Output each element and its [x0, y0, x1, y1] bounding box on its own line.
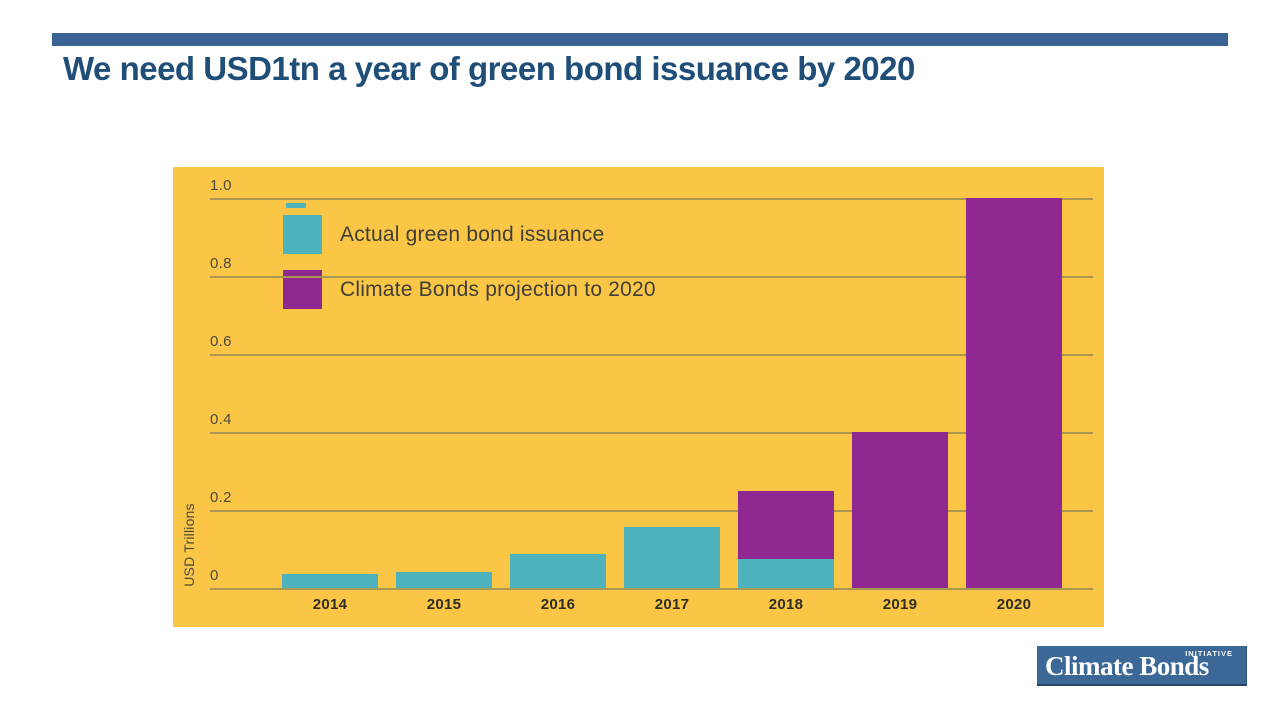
- legend: Actual green bond issuance Climate Bonds …: [283, 215, 656, 309]
- y-tick-label: 0.8: [210, 255, 232, 272]
- gridline: [210, 354, 1093, 356]
- legend-swatch: [283, 215, 322, 254]
- plot-area: USD Trillions Actual green bond issuance…: [173, 167, 1104, 627]
- gridline: [210, 198, 1093, 200]
- bar-2018-projection: [738, 491, 834, 559]
- y-tick-label: 1.0: [210, 177, 232, 194]
- bar-2020-projection: [966, 198, 1062, 588]
- bar-2017-actual: [624, 527, 720, 588]
- chart-area: USD Trillions Actual green bond issuance…: [173, 167, 1104, 627]
- gridline: [210, 276, 1093, 278]
- logo-text: Climate Bonds: [1045, 651, 1209, 681]
- x-tick-label: 2015: [426, 596, 462, 613]
- gridline: [210, 510, 1093, 512]
- gridline: [210, 432, 1093, 434]
- x-tick-label: 2016: [540, 596, 576, 613]
- bar-2018-actual: [738, 559, 834, 588]
- bar-2015-actual: [396, 572, 492, 588]
- x-tick-label: 2019: [882, 596, 918, 613]
- climate-bonds-logo: Climate Bonds INITIATIVE: [1037, 646, 1247, 686]
- x-tick-label: 2018: [768, 596, 804, 613]
- y-tick-label: 0.4: [210, 411, 232, 428]
- x-tick-label: 2017: [654, 596, 690, 613]
- x-tick-label: 2014: [312, 596, 348, 613]
- x-tick-label: 2020: [996, 596, 1032, 613]
- header-accent-bar: [52, 33, 1228, 46]
- y-axis-title: USD Trillions: [181, 503, 197, 587]
- legend-label: Actual green bond issuance: [340, 222, 605, 246]
- page-title: We need USD1tn a year of green bond issu…: [63, 50, 915, 87]
- y-tick-label: 0.2: [210, 489, 232, 506]
- bar-2014-actual: [282, 574, 378, 588]
- logo-initiative-label: INITIATIVE: [1185, 649, 1233, 658]
- legend-label: Climate Bonds projection to 2020: [340, 277, 656, 301]
- y-tick-label: 0.6: [210, 333, 232, 350]
- bar-2019-projection: [852, 432, 948, 588]
- legend-item: Actual green bond issuance: [283, 215, 656, 254]
- bar-2016-actual: [510, 554, 606, 588]
- y-tick-label: 0: [210, 567, 219, 584]
- gridline: [210, 588, 1093, 590]
- stray-teal-mark: [286, 203, 306, 208]
